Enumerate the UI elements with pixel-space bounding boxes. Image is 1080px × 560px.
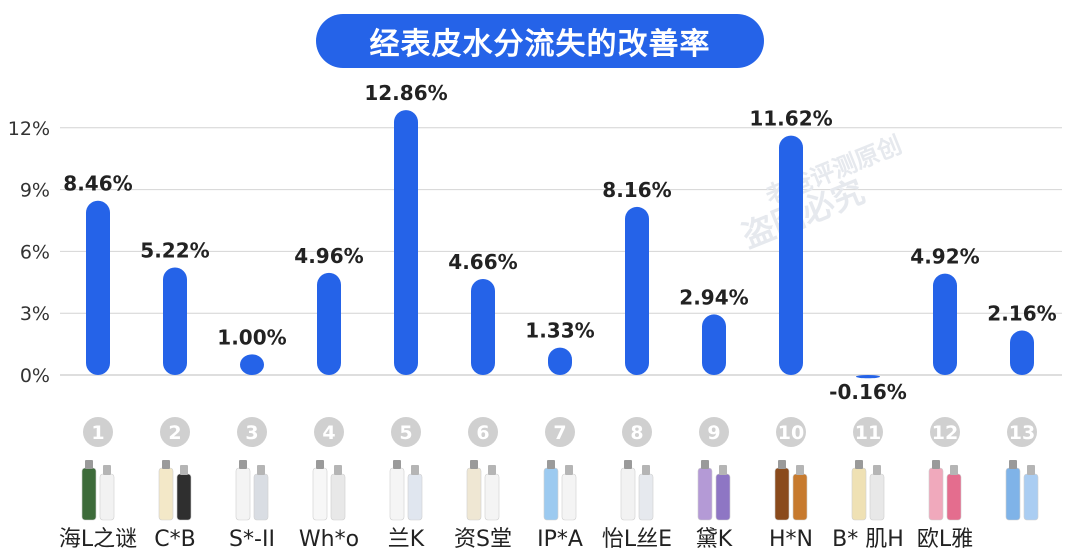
product-name: 兰K <box>387 527 425 552</box>
product-name: 怡L丝E <box>601 527 673 552</box>
data-label: 1.33% <box>525 319 594 343</box>
product-name: IP*A <box>537 527 583 552</box>
number-badge <box>391 417 421 447</box>
y-tick-label: 12% <box>8 118 50 140</box>
number-badge <box>237 417 267 447</box>
data-label: 4.92% <box>910 245 979 269</box>
data-label: 11.62% <box>749 107 832 131</box>
product-name: C*B <box>154 527 196 552</box>
bar <box>86 200 110 375</box>
chart-title: 经表皮水分流失的改善率 <box>316 14 764 68</box>
data-label: 1.00% <box>217 325 286 349</box>
number-badge-label: 2 <box>168 422 181 444</box>
number-badge-label: 4 <box>322 422 335 444</box>
bar <box>163 267 187 375</box>
bar <box>394 110 418 376</box>
number-badge-label: 12 <box>932 422 958 444</box>
product-thumbnail <box>697 460 731 521</box>
number-badge <box>776 417 806 447</box>
bar <box>548 347 572 375</box>
y-tick-label: 9% <box>20 180 50 202</box>
number-badge <box>468 417 498 447</box>
bar <box>317 272 341 375</box>
product-thumbnail <box>389 460 423 521</box>
product-name: B* 肌H <box>832 527 904 552</box>
product-thumbnails <box>81 460 1039 521</box>
number-badge <box>853 417 883 447</box>
data-label: 8.46% <box>63 172 132 196</box>
product-thumbnail <box>774 460 808 521</box>
product-thumbnail <box>466 460 500 521</box>
number-badge-label: 5 <box>399 422 412 444</box>
number-badge <box>699 417 729 447</box>
number-badge <box>930 417 960 447</box>
y-tick-label: 3% <box>20 303 50 325</box>
bars <box>86 110 1034 379</box>
number-badge-label: 1 <box>91 422 104 444</box>
data-label: 5.22% <box>140 238 209 262</box>
product-thumbnail <box>312 460 346 521</box>
data-label: -0.16% <box>829 380 907 404</box>
number-badge-label: 3 <box>245 422 258 444</box>
y-tick-label: 0% <box>20 365 50 387</box>
number-badge-label: 9 <box>707 422 720 444</box>
number-badge <box>314 417 344 447</box>
product-thumbnail <box>543 460 577 521</box>
number-badge <box>545 417 575 447</box>
product-name: H*N <box>769 527 813 552</box>
product-thumbnail <box>851 460 885 521</box>
product-name <box>977 525 1067 555</box>
number-badge-label: 7 <box>553 422 566 444</box>
product-name: 海L之谜 <box>58 527 138 552</box>
number-badge-label: 11 <box>855 422 881 444</box>
product-thumbnail <box>1005 460 1039 521</box>
data-label: 2.94% <box>679 285 748 309</box>
product-name: S*-II <box>229 527 275 552</box>
number-badge-label: 8 <box>630 422 643 444</box>
y-tick-labels: 0% 3% 6% 9% 12% <box>8 118 50 387</box>
number-badge <box>1007 417 1037 447</box>
data-label: 4.66% <box>448 250 517 274</box>
bar <box>702 314 726 375</box>
bar <box>625 206 649 375</box>
product-name: 欧L雅 <box>916 527 974 552</box>
product-thumbnail <box>81 460 115 521</box>
data-label: 2.16% <box>987 302 1056 326</box>
bar <box>240 354 264 375</box>
grid-layer <box>60 127 1062 376</box>
number-badges: 1 2 3 4 5 6 7 8 9 10 11 12 13 <box>83 417 1037 447</box>
number-badge <box>622 417 652 447</box>
y-tick-label: 6% <box>20 241 50 263</box>
product-thumbnail <box>235 460 269 521</box>
data-labels: 8.46% 5.22% 1.00% 4.96% 12.86% 4.66% 1.33% 8.16… <box>63 81 1056 404</box>
number-badge-label: 13 <box>1009 422 1035 444</box>
bar <box>1010 330 1034 375</box>
product-thumbnail <box>620 460 654 521</box>
data-label: 12.86% <box>364 81 447 105</box>
data-label: 4.96% <box>294 244 363 268</box>
number-badge <box>160 417 190 447</box>
bar <box>471 279 495 375</box>
data-label: 8.16% <box>602 178 671 202</box>
bar <box>779 135 803 375</box>
number-badge <box>83 417 113 447</box>
bar <box>856 375 880 379</box>
number-badge-label: 6 <box>476 422 489 444</box>
product-thumbnail <box>928 460 962 521</box>
number-badge-label: 10 <box>778 422 804 444</box>
product-thumbnail <box>158 460 192 521</box>
product-name: 黛K <box>695 527 733 552</box>
product-name: 资S堂 <box>454 527 512 552</box>
product-name: Wh*o <box>298 527 360 552</box>
bar <box>933 273 957 375</box>
